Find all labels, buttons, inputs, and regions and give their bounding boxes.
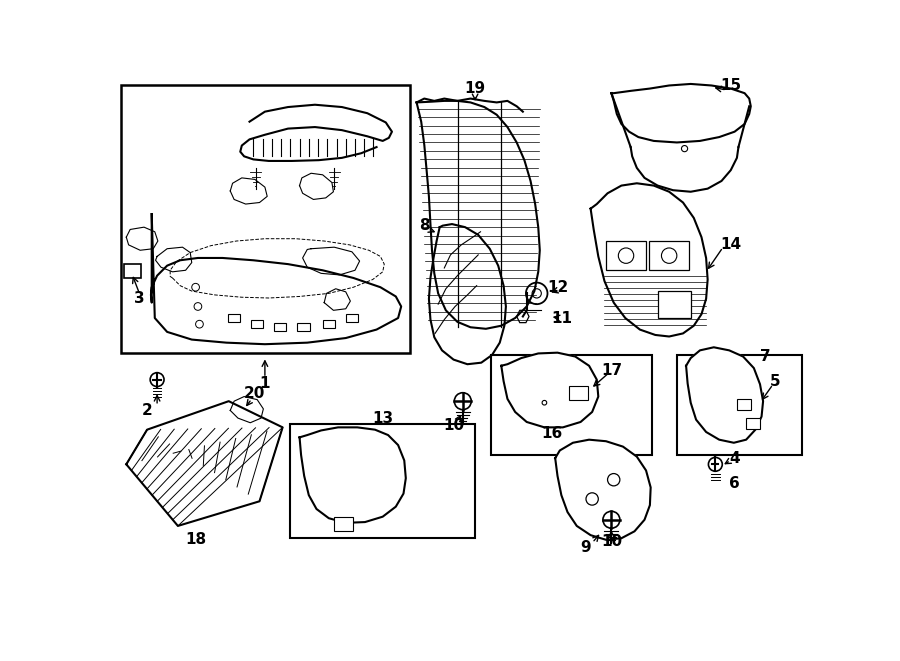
Polygon shape	[429, 224, 506, 364]
Text: 16: 16	[542, 426, 562, 441]
Polygon shape	[555, 440, 651, 540]
Text: 20: 20	[244, 386, 266, 401]
Bar	[124, 264, 141, 278]
Text: 8: 8	[419, 218, 429, 233]
Bar	[291, 424, 475, 538]
Bar	[346, 314, 358, 322]
Text: 10: 10	[443, 418, 464, 434]
Text: 6: 6	[729, 476, 740, 491]
Bar	[491, 355, 652, 455]
Text: 19: 19	[464, 81, 486, 96]
Polygon shape	[126, 401, 283, 526]
Text: 10: 10	[601, 534, 622, 549]
Text: 17: 17	[601, 363, 622, 378]
Bar	[297, 323, 310, 331]
Polygon shape	[151, 214, 401, 344]
Polygon shape	[240, 104, 392, 161]
Bar	[649, 241, 689, 270]
Bar	[737, 399, 751, 410]
Text: 7: 7	[760, 349, 770, 364]
Bar	[251, 321, 264, 328]
Bar	[322, 321, 335, 328]
Bar	[569, 386, 589, 400]
Bar	[228, 314, 240, 322]
Text: 2: 2	[141, 403, 152, 418]
Text: 9: 9	[580, 540, 591, 555]
Text: 13: 13	[372, 410, 393, 426]
Text: 18: 18	[185, 532, 206, 547]
Text: 1: 1	[259, 376, 270, 391]
Bar	[274, 323, 286, 331]
Text: 14: 14	[720, 237, 742, 253]
Bar	[659, 291, 690, 318]
Polygon shape	[590, 183, 707, 336]
Text: 15: 15	[720, 78, 742, 93]
Text: 5: 5	[770, 373, 780, 389]
Bar	[606, 241, 646, 270]
Text: 4: 4	[729, 451, 740, 465]
Polygon shape	[300, 428, 406, 523]
Polygon shape	[686, 347, 763, 443]
Bar	[746, 418, 760, 429]
Polygon shape	[417, 101, 540, 329]
Bar	[334, 517, 353, 531]
Bar	[121, 85, 410, 354]
Text: 11: 11	[551, 311, 572, 325]
Text: 12: 12	[547, 280, 568, 295]
Text: 3: 3	[134, 292, 145, 306]
Bar	[677, 355, 802, 455]
Polygon shape	[501, 353, 598, 428]
Polygon shape	[611, 84, 751, 143]
